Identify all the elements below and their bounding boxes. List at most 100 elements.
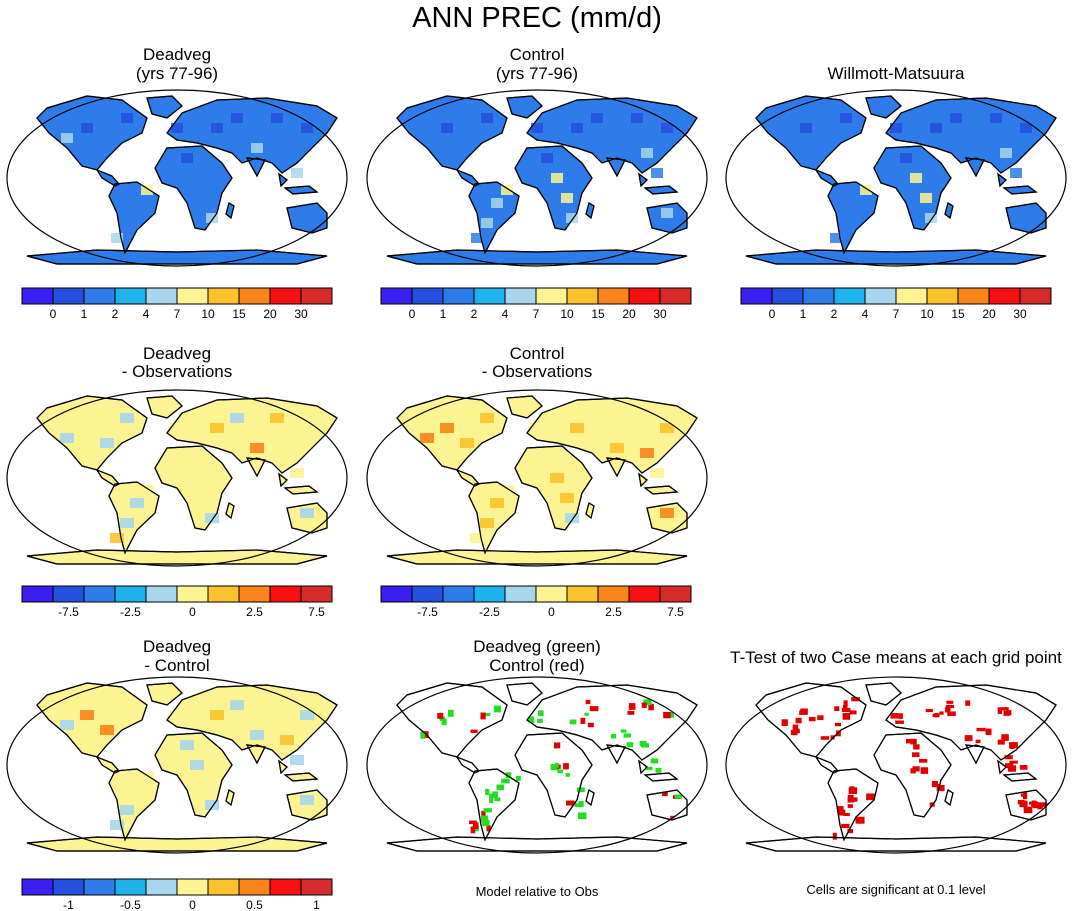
colorbar-swatch [535, 585, 568, 603]
colorbar-swatch [442, 585, 475, 603]
colorbar-label: -1 [63, 898, 74, 911]
colorbar-swatch [628, 287, 661, 305]
globe [366, 389, 708, 567]
colorbar-swatch [473, 287, 506, 305]
colorbar-swatch [895, 287, 928, 305]
colorbar-swatch [269, 287, 302, 305]
colorbar-swatch [238, 878, 271, 896]
panel-title: Deadveg [143, 45, 211, 64]
colorbar-5: -7.5 -2.5 0 2.5 7.5 [380, 585, 692, 619]
colorbar-swatch [566, 585, 599, 603]
colorbar-swatch [21, 585, 54, 603]
colorbar-swatch [176, 585, 209, 603]
colorbar-3: 0 1 2 4 7 10 15 20 30 [740, 287, 1052, 321]
colorbar-swatch [300, 287, 333, 305]
colorbar-label: 30 [294, 307, 308, 321]
globe-outline [366, 89, 708, 267]
colorbar-swatch [597, 287, 630, 305]
colorbar-swatch [802, 287, 835, 305]
colorbar-swatch [145, 585, 178, 603]
colorbar-swatch [145, 878, 178, 896]
globe-outline [6, 89, 348, 267]
colorbar-label: 10 [920, 307, 934, 321]
colorbar-swatch [238, 287, 271, 305]
map-panel-1: Deadveg(yrs 77-96) [6, 45, 348, 267]
colorbar-label: 10 [560, 307, 574, 321]
colorbar-label: 2.5 [246, 605, 263, 619]
colorbar-swatch [957, 287, 990, 305]
colorbar-label: 0 [409, 307, 416, 321]
colorbar-swatch [269, 585, 302, 603]
colorbar-swatch [114, 287, 147, 305]
colorbar-swatch [269, 878, 302, 896]
colorbar-label: 4 [143, 307, 150, 321]
colorbar-label: 7 [893, 307, 900, 321]
colorbar-label: 30 [653, 307, 667, 321]
colorbar-swatch [176, 287, 209, 305]
panel-subtitle: - Observations [482, 362, 593, 381]
colorbar-swatch [659, 287, 692, 305]
map-panel-2: Control(yrs 77-96) [366, 45, 708, 267]
panel-title: Willmott-Matsuura [828, 64, 966, 83]
colorbar-swatch [1019, 287, 1052, 305]
globe-outline [725, 89, 1067, 267]
map-panel-3: Willmott-Matsuura [725, 64, 1067, 267]
colorbar-swatch [114, 878, 147, 896]
globe-outline [6, 676, 348, 854]
globe-outline [366, 676, 708, 854]
panel-title: T-Test of two Case means at each grid po… [730, 648, 1062, 667]
colorbar-swatch [207, 585, 240, 603]
colorbar-label: 2.5 [605, 605, 622, 619]
colorbar-swatch [771, 287, 804, 305]
panel-title: Control [510, 344, 565, 363]
colorbar-swatch [566, 287, 599, 305]
colorbar-label: 20 [263, 307, 277, 321]
globe [725, 89, 1067, 267]
globe [366, 676, 708, 854]
colorbar-label: 1 [313, 898, 320, 911]
colorbar-label: 0 [50, 307, 57, 321]
colorbar-label: 2 [831, 307, 838, 321]
colorbar-swatch [207, 287, 240, 305]
colorbar-label: 20 [622, 307, 636, 321]
colorbar-swatch [411, 585, 444, 603]
panel-title: Deadveg (green) [473, 637, 601, 656]
colorbar-swatch [380, 287, 413, 305]
globe-outline [725, 676, 1067, 854]
colorbar-label: 0 [548, 605, 555, 619]
globe [366, 89, 708, 267]
colorbar-label: 30 [1013, 307, 1027, 321]
colorbar-label: -2.5 [120, 605, 141, 619]
colorbar-label: -2.5 [479, 605, 500, 619]
colorbar-label: 2 [112, 307, 119, 321]
colorbar-swatch [52, 287, 85, 305]
colorbar-1: 0 1 2 4 7 10 15 20 30 [21, 287, 333, 321]
colorbar-4: -7.5 -2.5 0 2.5 7.5 [21, 585, 333, 619]
colorbar-swatch [740, 287, 773, 305]
colorbar-swatch [207, 878, 240, 896]
comparison-note: Model relative to Obs [476, 884, 599, 899]
colorbar-swatch [83, 287, 116, 305]
colorbar-label: -7.5 [417, 605, 438, 619]
colorbar-swatch [300, 878, 333, 896]
colorbar-swatch [659, 585, 692, 603]
colorbar-swatch [21, 287, 54, 305]
colorbar-swatch [238, 585, 271, 603]
colorbar-label: 15 [591, 307, 605, 321]
colorbar-label: 4 [862, 307, 869, 321]
panel-title: Deadveg [143, 344, 211, 363]
colorbar-2: 0 1 2 4 7 10 15 20 30 [380, 287, 692, 321]
colorbar-swatch [833, 287, 866, 305]
globe [6, 389, 348, 567]
globe-outline [366, 389, 708, 567]
colorbar-label: 1 [800, 307, 807, 321]
colorbar-label: 0.5 [246, 898, 263, 911]
main-title-group: ANN PREC (mm/d) [412, 2, 662, 34]
colorbar-swatch [300, 585, 333, 603]
colorbar-label: -7.5 [58, 605, 79, 619]
colorbar-swatch [535, 287, 568, 305]
colorbar-label: 1 [81, 307, 88, 321]
colorbar-label: 1 [440, 307, 447, 321]
colorbar-swatch [473, 585, 506, 603]
map-panel-4: Deadveg- Observations [6, 344, 348, 567]
